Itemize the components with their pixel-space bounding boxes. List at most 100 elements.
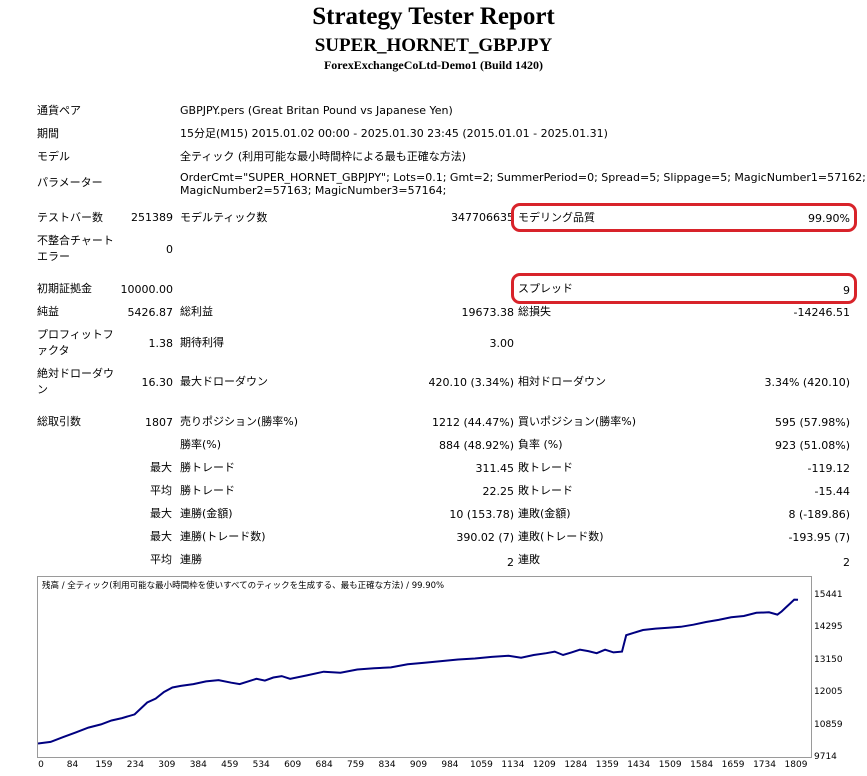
x-tick-label: 1434	[627, 760, 651, 770]
x-tick-label: 1809	[784, 760, 808, 770]
y-tick-label: 15441	[814, 590, 843, 600]
x-tick-label: 1284	[564, 760, 588, 770]
long-positions-value: 595 (57.98%)	[774, 416, 850, 429]
x-tick-label: 384	[189, 760, 207, 770]
largest-win-label: 勝トレード	[180, 461, 235, 474]
server-name: ForexExchangeCoLtd-Demo1 (Build 1420)	[323, 58, 544, 72]
max-consec-loss-value: -193.95 (7)	[788, 531, 850, 544]
y-tick-label: 9714	[814, 752, 837, 762]
x-tick-label: 759	[346, 760, 365, 770]
report-title: Strategy Tester Report	[312, 3, 555, 30]
y-tick-label: 14295	[814, 622, 843, 633]
total-trades-label: 総取引数	[37, 415, 81, 428]
modeling-quality-label: モデリング品質	[518, 211, 595, 224]
chart-title: 残高 / 全ティック(利用可能な最小時間枠を使いすべてのティックを生成する、最も…	[42, 580, 444, 591]
net-profit-value: 5426.87	[127, 306, 174, 319]
x-tick-label: 1584	[690, 760, 714, 770]
x-tick-label: 834	[378, 760, 396, 770]
x-tick-label: 1659	[721, 760, 745, 770]
mismatch-label-2: エラー	[37, 250, 70, 263]
spread-label: スプレッド	[518, 282, 573, 295]
relative-drawdown-value: 3.34% (420.10)	[764, 376, 850, 389]
params-line2: MagicNumber2=57163; MagicNumber3=57164;	[180, 184, 447, 197]
ticks-value: 347706635	[451, 211, 514, 224]
largest-loss-value: -119.12	[807, 462, 850, 475]
y-tick-label: 12005	[814, 687, 843, 698]
win-rate-label: 勝率(%)	[180, 438, 222, 451]
max-consec-wins-money-label: 連勝(金額)	[180, 507, 233, 520]
params-label: パラメーター	[37, 176, 103, 189]
win-rate-value: 884 (48.92%)	[438, 439, 514, 452]
profit-factor-value: 1.38	[148, 337, 174, 350]
max-consec-losses-money-value: 8 (-189.86)	[788, 508, 850, 521]
period-value: 15分足(M15) 2015.01.02 00:00 - 2025.01.30 …	[180, 127, 608, 140]
expected-payoff-value: 3.00	[489, 337, 515, 350]
avg-consec-wins-value: 2	[507, 556, 514, 569]
y-tick-label: 13150	[814, 654, 843, 665]
relative-drawdown-label: 相対ドローダウン	[518, 375, 606, 388]
x-tick-label: 1509	[658, 760, 682, 770]
absolute-drawdown-label-1: 絶対ドローダウ	[37, 367, 114, 380]
short-positions-value: 1212 (44.47%)	[431, 416, 514, 429]
x-tick-label: 234	[126, 760, 144, 770]
largest-loss-label: 敗トレード	[518, 461, 573, 474]
average-loss-value: -15.44	[814, 485, 850, 498]
balance-chart-svg: 残高 / 全ティック(利用可能な最小時間枠を使いすべてのティックを生成する、最も…	[38, 580, 799, 745]
avg-consec-wins-label: 連勝	[180, 553, 202, 566]
average-loss-label: 敗トレード	[518, 484, 573, 497]
spread-value: 9	[843, 284, 850, 297]
avg-consec-prefix: 平均	[150, 553, 172, 566]
x-tick-label: 1134	[501, 760, 525, 770]
absolute-drawdown-value: 16.30	[141, 376, 174, 389]
symbol-label: 通貨ペア	[37, 104, 81, 117]
y-tick-label: 10859	[814, 719, 843, 730]
max-consec-wins-money-value: 10 (153.78)	[449, 508, 514, 521]
loss-rate-label: 負率 (%)	[518, 438, 563, 451]
max-consec-loss-label: 連敗(トレード数)	[518, 530, 604, 543]
x-tick-label: 159	[95, 760, 113, 770]
ticks-label: モデルティック数	[180, 211, 268, 224]
x-tick-label: 909	[409, 760, 428, 770]
profit-factor-label-1: プロフィットフ	[37, 328, 114, 341]
x-tick-label: 1734	[753, 760, 776, 770]
x-tick-label: 459	[221, 760, 239, 770]
expert-name: SUPER_HORNET_GBPJPY	[314, 35, 553, 56]
params-line1: OrderCmt="SUPER_HORNET_GBPJPY"; Lots=0.1…	[180, 171, 866, 184]
max-consec-losses-money-label: 連敗(金額)	[518, 507, 571, 520]
mismatch-value: 0	[166, 243, 173, 256]
max-consec-profit-label: 連勝(トレード数)	[180, 530, 266, 543]
average-win-value: 22.25	[482, 485, 515, 498]
x-tick-label: 684	[315, 760, 333, 770]
x-tick-label: 1359	[595, 760, 619, 770]
model-value: 全ティック (利用可能な最小時間枠による最も正確な方法)	[180, 150, 467, 163]
balance-series-line	[38, 598, 799, 745]
max-drawdown-label: 最大ドローダウン	[180, 375, 268, 388]
max-drawdown-value: 420.10 (3.34%)	[428, 376, 514, 389]
spread-highlight	[511, 273, 857, 304]
modeling-quality-value: 99.90%	[808, 212, 850, 225]
absolute-drawdown-label-2: ン	[37, 383, 48, 396]
x-tick-label: 984	[441, 760, 459, 770]
gross-profit-label: 総利益	[180, 305, 213, 318]
deposit-value: 10000.00	[120, 283, 174, 296]
x-tick-label: 534	[252, 760, 270, 770]
max-consec-prefix: 最大	[150, 507, 172, 520]
largest-prefix: 最大	[150, 461, 172, 474]
average-prefix: 平均	[150, 484, 172, 497]
loss-rate-value: 923 (51.08%)	[774, 439, 850, 452]
balance-chart: 残高 / 全ティック(利用可能な最小時間枠を使いすべてのティックを生成する、最も…	[37, 576, 812, 758]
x-tick-label: 309	[158, 760, 176, 770]
x-tick-label: 1059	[469, 760, 493, 770]
mismatch-label-1: 不整合チャート	[37, 234, 114, 247]
symbol-value: GBPJPY.pers (Great Britan Pound vs Japan…	[180, 104, 453, 117]
expected-payoff-label: 期待利得	[180, 336, 224, 349]
max-consec-count-prefix: 最大	[150, 530, 172, 543]
max-consec-profit-value: 390.02 (7)	[456, 531, 514, 544]
x-tick-label: 0	[38, 760, 44, 770]
bars-value: 251389	[131, 211, 173, 224]
modeling-quality-highlight	[511, 203, 857, 232]
gross-loss-label: 総損失	[518, 305, 551, 318]
total-trades-value: 1807	[145, 416, 173, 429]
largest-win-value: 311.45	[475, 462, 515, 475]
avg-consec-losses-label: 連敗	[518, 553, 540, 566]
